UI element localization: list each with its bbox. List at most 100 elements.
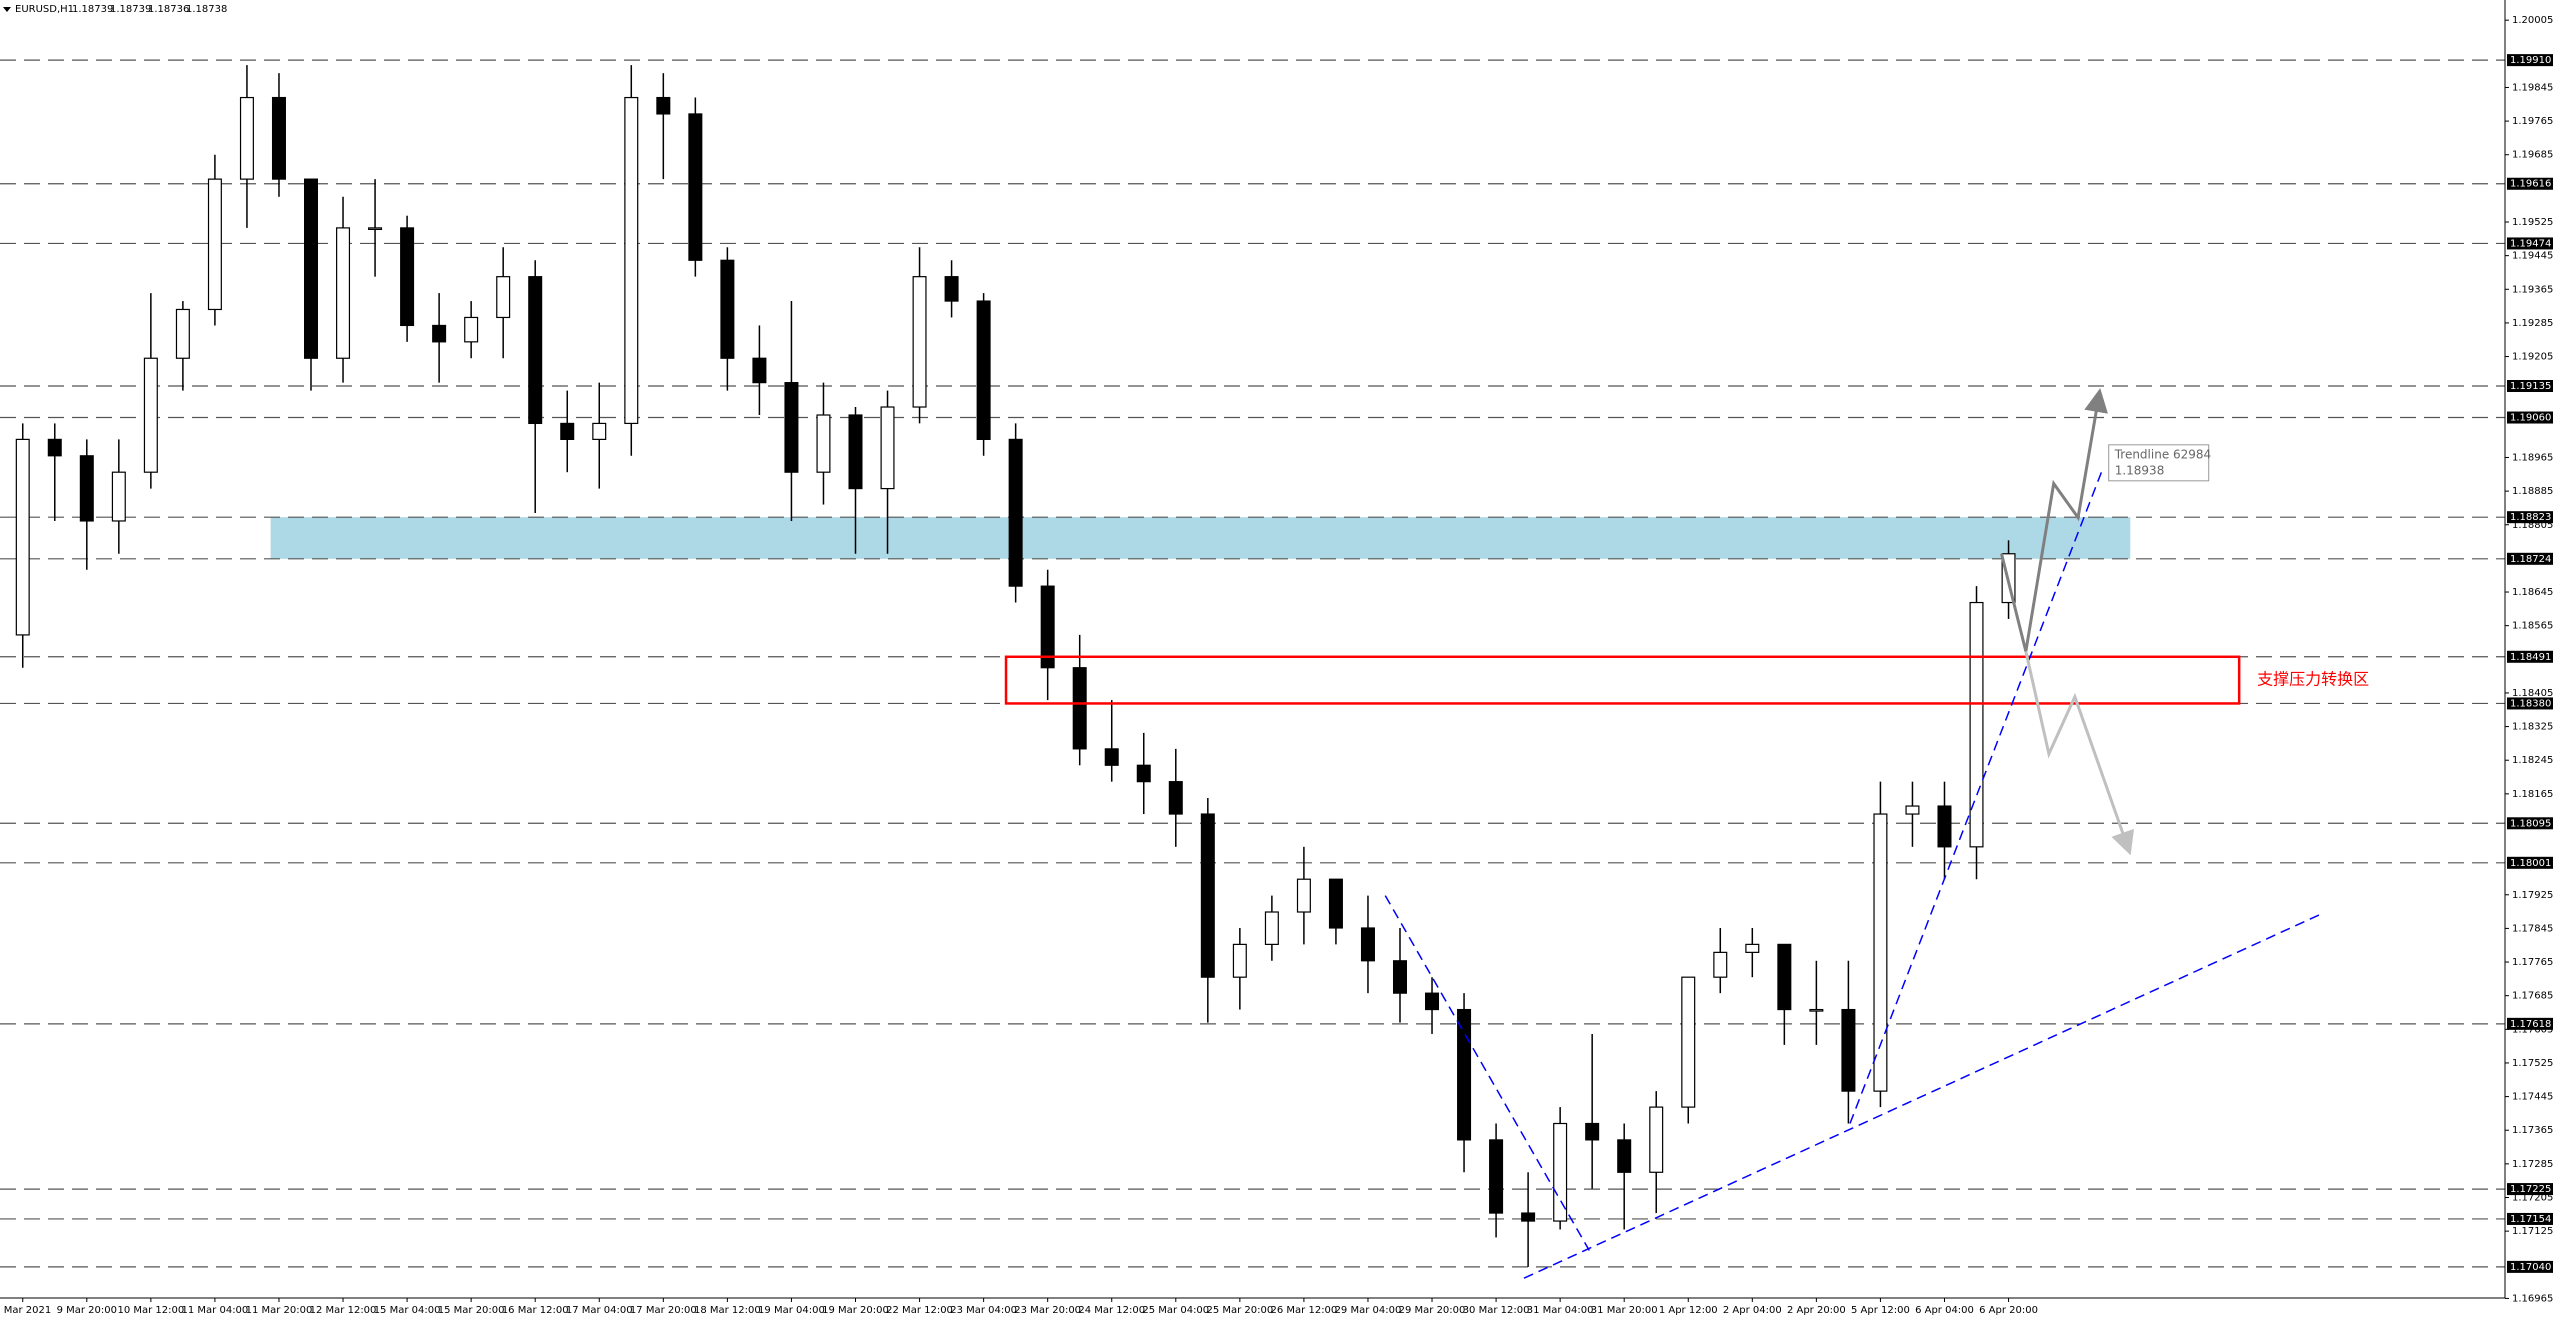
x-tick-label: 19 Mar 04:00 (758, 1305, 825, 1316)
y-tick-label: 1.18405 (2512, 688, 2553, 699)
candle-body (1136, 764, 1151, 783)
projection-arrow (2024, 650, 2135, 856)
y-tick-label: 1.17765 (2512, 957, 2553, 968)
level-label-bg (2507, 54, 2553, 67)
level-label: 1.17040 (2510, 1262, 2551, 1273)
level-label: 1.19910 (2510, 55, 2551, 66)
x-tick-label: 18 Mar 12:00 (694, 1305, 761, 1316)
y-tick-label: 1.17685 (2512, 991, 2553, 1002)
level-label-bg (2507, 1183, 2553, 1196)
candle-body (912, 276, 927, 408)
level-label: 1.19060 (2510, 413, 2551, 424)
x-tick-label: 17 Mar 04:00 (566, 1305, 633, 1316)
y-tick-label: 1.18245 (2512, 755, 2553, 766)
candle-body (976, 300, 991, 440)
trendline (1384, 895, 1590, 1251)
level-label: 1.17225 (2510, 1184, 2551, 1195)
level-label: 1.19135 (2510, 381, 2551, 392)
y-tick-label: 1.17205 (2512, 1193, 2553, 1204)
x-tick-label: 9 Mar 20:00 (57, 1305, 117, 1316)
candle-body (1457, 1008, 1472, 1141)
y-tick-label: 1.17525 (2512, 1058, 2553, 1069)
level-label: 1.19474 (2510, 238, 2551, 249)
x-tick-label: 25 Mar 20:00 (1206, 1305, 1273, 1316)
candle-body (528, 276, 543, 425)
level-label-bg (2507, 856, 2553, 869)
quote: 1.18738 (186, 4, 227, 15)
y-tick-label: 1.19445 (2512, 251, 2553, 262)
y-tick-label: 1.19285 (2512, 318, 2553, 329)
level-label-bg (2507, 511, 2553, 524)
y-tick-label: 1.18565 (2512, 621, 2553, 632)
y-tick-label: 1.18645 (2512, 587, 2553, 598)
sr-box-label: 支撑压力转换区 (2257, 670, 2369, 689)
candle-body (1232, 943, 1247, 978)
tooltip-box (2108, 444, 2210, 482)
candle-body (656, 96, 671, 115)
level-label-bg (2507, 650, 2553, 663)
y-tick-label: 1.16965 (2512, 1293, 2553, 1304)
candle-body (368, 227, 383, 230)
x-tick-label: 25 Mar 04:00 (1142, 1305, 1209, 1316)
x-tick-label: 9 Mar 2021 (0, 1305, 51, 1316)
tooltip-value: 1.18938 (2115, 463, 2165, 477)
quote: 1.18739 (72, 4, 113, 15)
trendline (1849, 468, 2104, 1124)
y-tick-label: 1.17925 (2512, 890, 2553, 901)
quote: 1.18736 (148, 4, 189, 15)
candle-body (336, 227, 351, 359)
candle-body (560, 422, 575, 440)
candle-body (1841, 1008, 1856, 1092)
x-tick-label: 29 Mar 20:00 (1399, 1305, 1466, 1316)
candle-body (1425, 992, 1440, 1011)
x-tick-label: 30 Mar 12:00 (1463, 1305, 1530, 1316)
y-tick-label: 1.17285 (2512, 1159, 2553, 1170)
x-tick-label: 16 Mar 12:00 (502, 1305, 569, 1316)
x-tick-label: 23 Mar 04:00 (950, 1305, 1017, 1316)
level-label: 1.18823 (2510, 512, 2551, 523)
y-tick-label: 1.19685 (2512, 150, 2553, 161)
x-tick-label: 31 Mar 20:00 (1591, 1305, 1658, 1316)
candle-body (15, 438, 30, 636)
candle-body (1264, 911, 1279, 945)
candle-body (1809, 1008, 1824, 1012)
candle-body (1617, 1139, 1632, 1173)
candle-body (1873, 813, 1888, 1092)
candle-body (207, 178, 222, 311)
x-tick-label: 23 Mar 20:00 (1014, 1305, 1081, 1316)
y-tick-label: 1.18805 (2512, 520, 2553, 531)
x-tick-label: 24 Mar 12:00 (1078, 1305, 1145, 1316)
x-tick-label: 5 Apr 12:00 (1851, 1305, 1910, 1316)
candle-body (1489, 1139, 1504, 1214)
candle-body (79, 455, 94, 522)
x-tick-label: 22 Mar 12:00 (886, 1305, 953, 1316)
candle-body (496, 276, 511, 319)
y-tick-label: 1.18885 (2512, 486, 2553, 497)
tooltip-name: Trendline 62984 (2114, 447, 2212, 461)
trendline (1523, 912, 2324, 1279)
candle-body (1713, 951, 1728, 978)
candle-body (1777, 943, 1792, 1011)
x-tick-label: 6 Apr 04:00 (1915, 1305, 1974, 1316)
candle-body (1585, 1122, 1600, 1141)
candle-body (848, 414, 863, 490)
candle-body (271, 96, 286, 180)
candle-body (432, 324, 447, 343)
candle-body (816, 414, 831, 473)
candle-body (303, 178, 319, 359)
candle-body (400, 227, 415, 327)
x-tick-label: 2 Apr 20:00 (1787, 1305, 1846, 1316)
level-label-bg (2507, 177, 2553, 190)
level-label: 1.17154 (2510, 1214, 2551, 1225)
candle-body (1200, 813, 1215, 978)
candle-body (111, 471, 126, 522)
candle-body (1649, 1106, 1664, 1173)
candle-body (784, 382, 799, 473)
candle-body (1937, 805, 1952, 848)
level-label-bg (2507, 552, 2553, 565)
level-label-bg (2507, 697, 2553, 710)
x-tick-label: 15 Mar 04:00 (374, 1305, 441, 1316)
y-tick-label: 1.17365 (2512, 1125, 2553, 1136)
sr-box (1004, 655, 2241, 705)
